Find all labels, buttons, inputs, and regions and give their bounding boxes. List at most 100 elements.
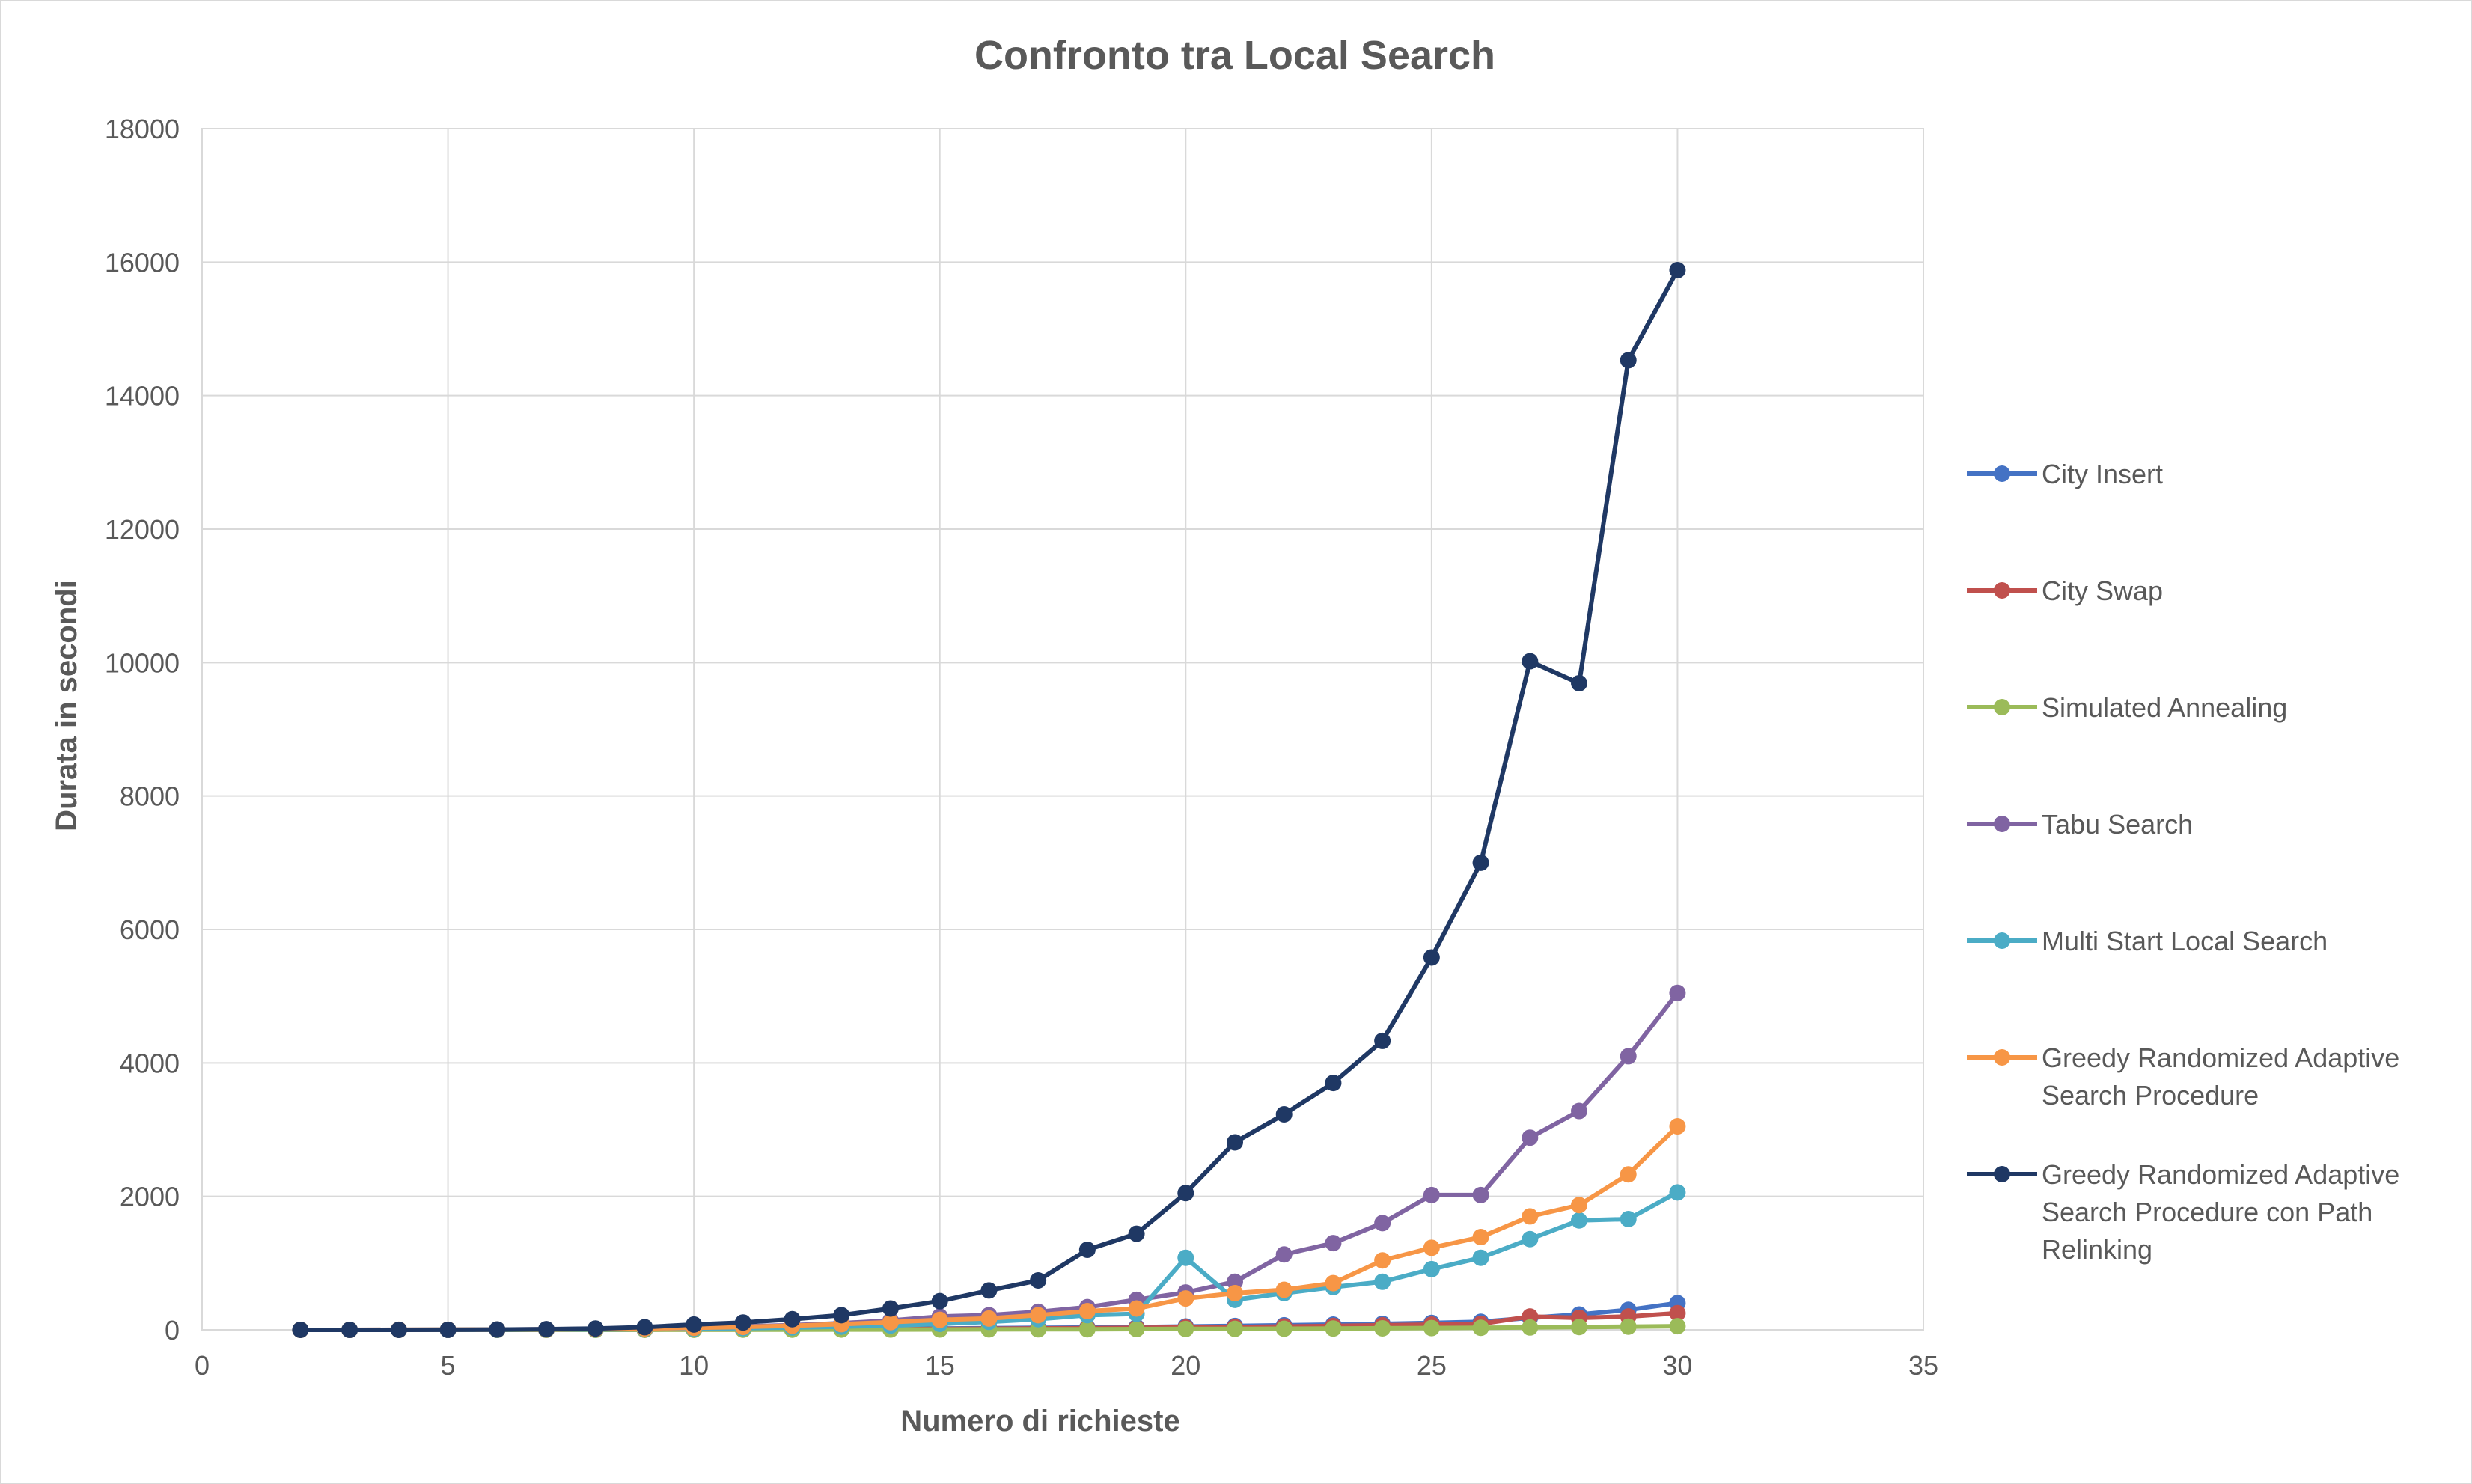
y-tick-label: 6000	[120, 914, 180, 945]
legend-entry: Simulated Annealing	[1967, 692, 2287, 723]
y-tick-label: 14000	[105, 381, 180, 412]
data-point	[1325, 1235, 1342, 1252]
data-point	[1522, 1129, 1539, 1146]
legend-marker	[1994, 1049, 2010, 1066]
data-point	[931, 1292, 948, 1310]
data-point	[1227, 1134, 1243, 1151]
legend-entry: Greedy Randomized Adaptive Search Procedu…	[1967, 1042, 2399, 1111]
data-point	[1472, 1186, 1489, 1203]
y-tick-label: 12000	[105, 514, 180, 545]
y-tick-label: 8000	[120, 781, 180, 812]
y-tick-label: 2000	[120, 1182, 180, 1212]
data-point	[833, 1307, 850, 1324]
y-tick-label: 4000	[120, 1048, 180, 1078]
data-point	[1423, 1239, 1440, 1256]
data-point	[1078, 1321, 1096, 1338]
x-tick-label: 35	[1908, 1350, 1938, 1381]
data-point	[1030, 1272, 1047, 1289]
data-point	[1177, 1185, 1194, 1202]
data-point	[980, 1282, 998, 1299]
legend-entry: City Swap	[1967, 575, 2163, 606]
legend-label: Greedy Randomized Adaptive Search Procedu…	[2042, 1042, 2399, 1111]
data-point	[1620, 1210, 1637, 1227]
data-point	[1177, 1320, 1194, 1337]
y-tick-label: 18000	[105, 114, 180, 144]
data-point	[489, 1321, 506, 1338]
series-group	[292, 262, 1686, 1338]
data-point	[686, 1316, 703, 1333]
legend-label: City Swap	[2042, 575, 2163, 606]
legend-entry: Greedy Randomized Adaptive Search Procedu…	[1967, 1159, 2399, 1265]
legend-label: Multi Start Local Search	[2042, 926, 2328, 956]
data-point	[390, 1322, 407, 1338]
legend-label: City Insert	[2042, 459, 2163, 489]
legend-label: Tabu Search	[2042, 809, 2193, 840]
series-7	[292, 262, 1686, 1338]
data-point	[439, 1321, 457, 1338]
data-point	[1325, 1075, 1342, 1092]
chart-title: Confronto tra Local Search	[974, 33, 1495, 78]
data-point	[341, 1322, 358, 1338]
data-point	[1275, 1281, 1293, 1298]
y-tick-label: 10000	[105, 647, 180, 678]
data-point	[1325, 1320, 1342, 1337]
data-point	[1275, 1105, 1293, 1123]
legend-label: Simulated Annealing	[2042, 692, 2287, 723]
legend-marker	[1994, 816, 2010, 832]
data-point	[1620, 352, 1637, 369]
data-point	[1374, 1032, 1391, 1049]
x-tick-label: 20	[1171, 1350, 1200, 1381]
x-tick-label: 30	[1662, 1350, 1692, 1381]
data-point	[734, 1314, 751, 1331]
data-point	[292, 1322, 309, 1338]
data-point	[1374, 1273, 1391, 1290]
data-point	[1374, 1319, 1391, 1337]
legend-marker	[1994, 582, 2010, 599]
y-tick-label: 0	[165, 1315, 180, 1346]
data-point	[1522, 1230, 1539, 1248]
legend-entry: Tabu Search	[1967, 809, 2193, 840]
data-point	[980, 1310, 998, 1327]
data-point	[636, 1319, 653, 1336]
data-point	[1472, 854, 1489, 871]
x-axis-label: Numero di richieste	[900, 1405, 1179, 1438]
x-tick-label: 10	[679, 1350, 709, 1381]
data-point	[1669, 1318, 1686, 1335]
data-point	[587, 1320, 604, 1337]
data-point	[1275, 1320, 1293, 1337]
data-point	[1522, 653, 1539, 670]
y-axis-label: Durata in secondi	[50, 580, 83, 831]
data-point	[1571, 674, 1587, 691]
y-tick-label: 16000	[105, 247, 180, 278]
data-point	[1522, 1319, 1539, 1336]
legend-marker	[1994, 1166, 2010, 1182]
data-point	[1669, 1304, 1686, 1322]
data-point	[1423, 1319, 1440, 1337]
data-point	[1177, 1290, 1194, 1307]
data-point	[1374, 1252, 1391, 1269]
x-tick-label: 0	[195, 1350, 210, 1381]
data-point	[882, 1300, 899, 1317]
data-point	[1275, 1246, 1293, 1263]
legend-marker	[1994, 699, 2010, 715]
axes: 0 2000 4000 6000 8000 10000 12000 14000 16000 180…	[105, 114, 1938, 1381]
data-point	[1423, 949, 1440, 966]
data-point	[1669, 984, 1686, 1001]
legend-marker	[1994, 465, 2010, 482]
x-tick-label: 5	[441, 1350, 456, 1381]
data-point	[1227, 1273, 1243, 1290]
x-tick-label: 15	[925, 1350, 955, 1381]
data-point	[1374, 1215, 1391, 1232]
data-point	[1620, 1166, 1637, 1183]
data-point	[931, 1311, 948, 1328]
data-point	[1620, 1048, 1637, 1065]
data-point	[1571, 1319, 1587, 1336]
grid	[201, 128, 1924, 1331]
data-point	[1669, 1184, 1686, 1201]
data-point	[1669, 1118, 1686, 1135]
data-point	[1669, 262, 1686, 279]
data-point	[1423, 1186, 1440, 1203]
data-point	[1325, 1274, 1342, 1292]
